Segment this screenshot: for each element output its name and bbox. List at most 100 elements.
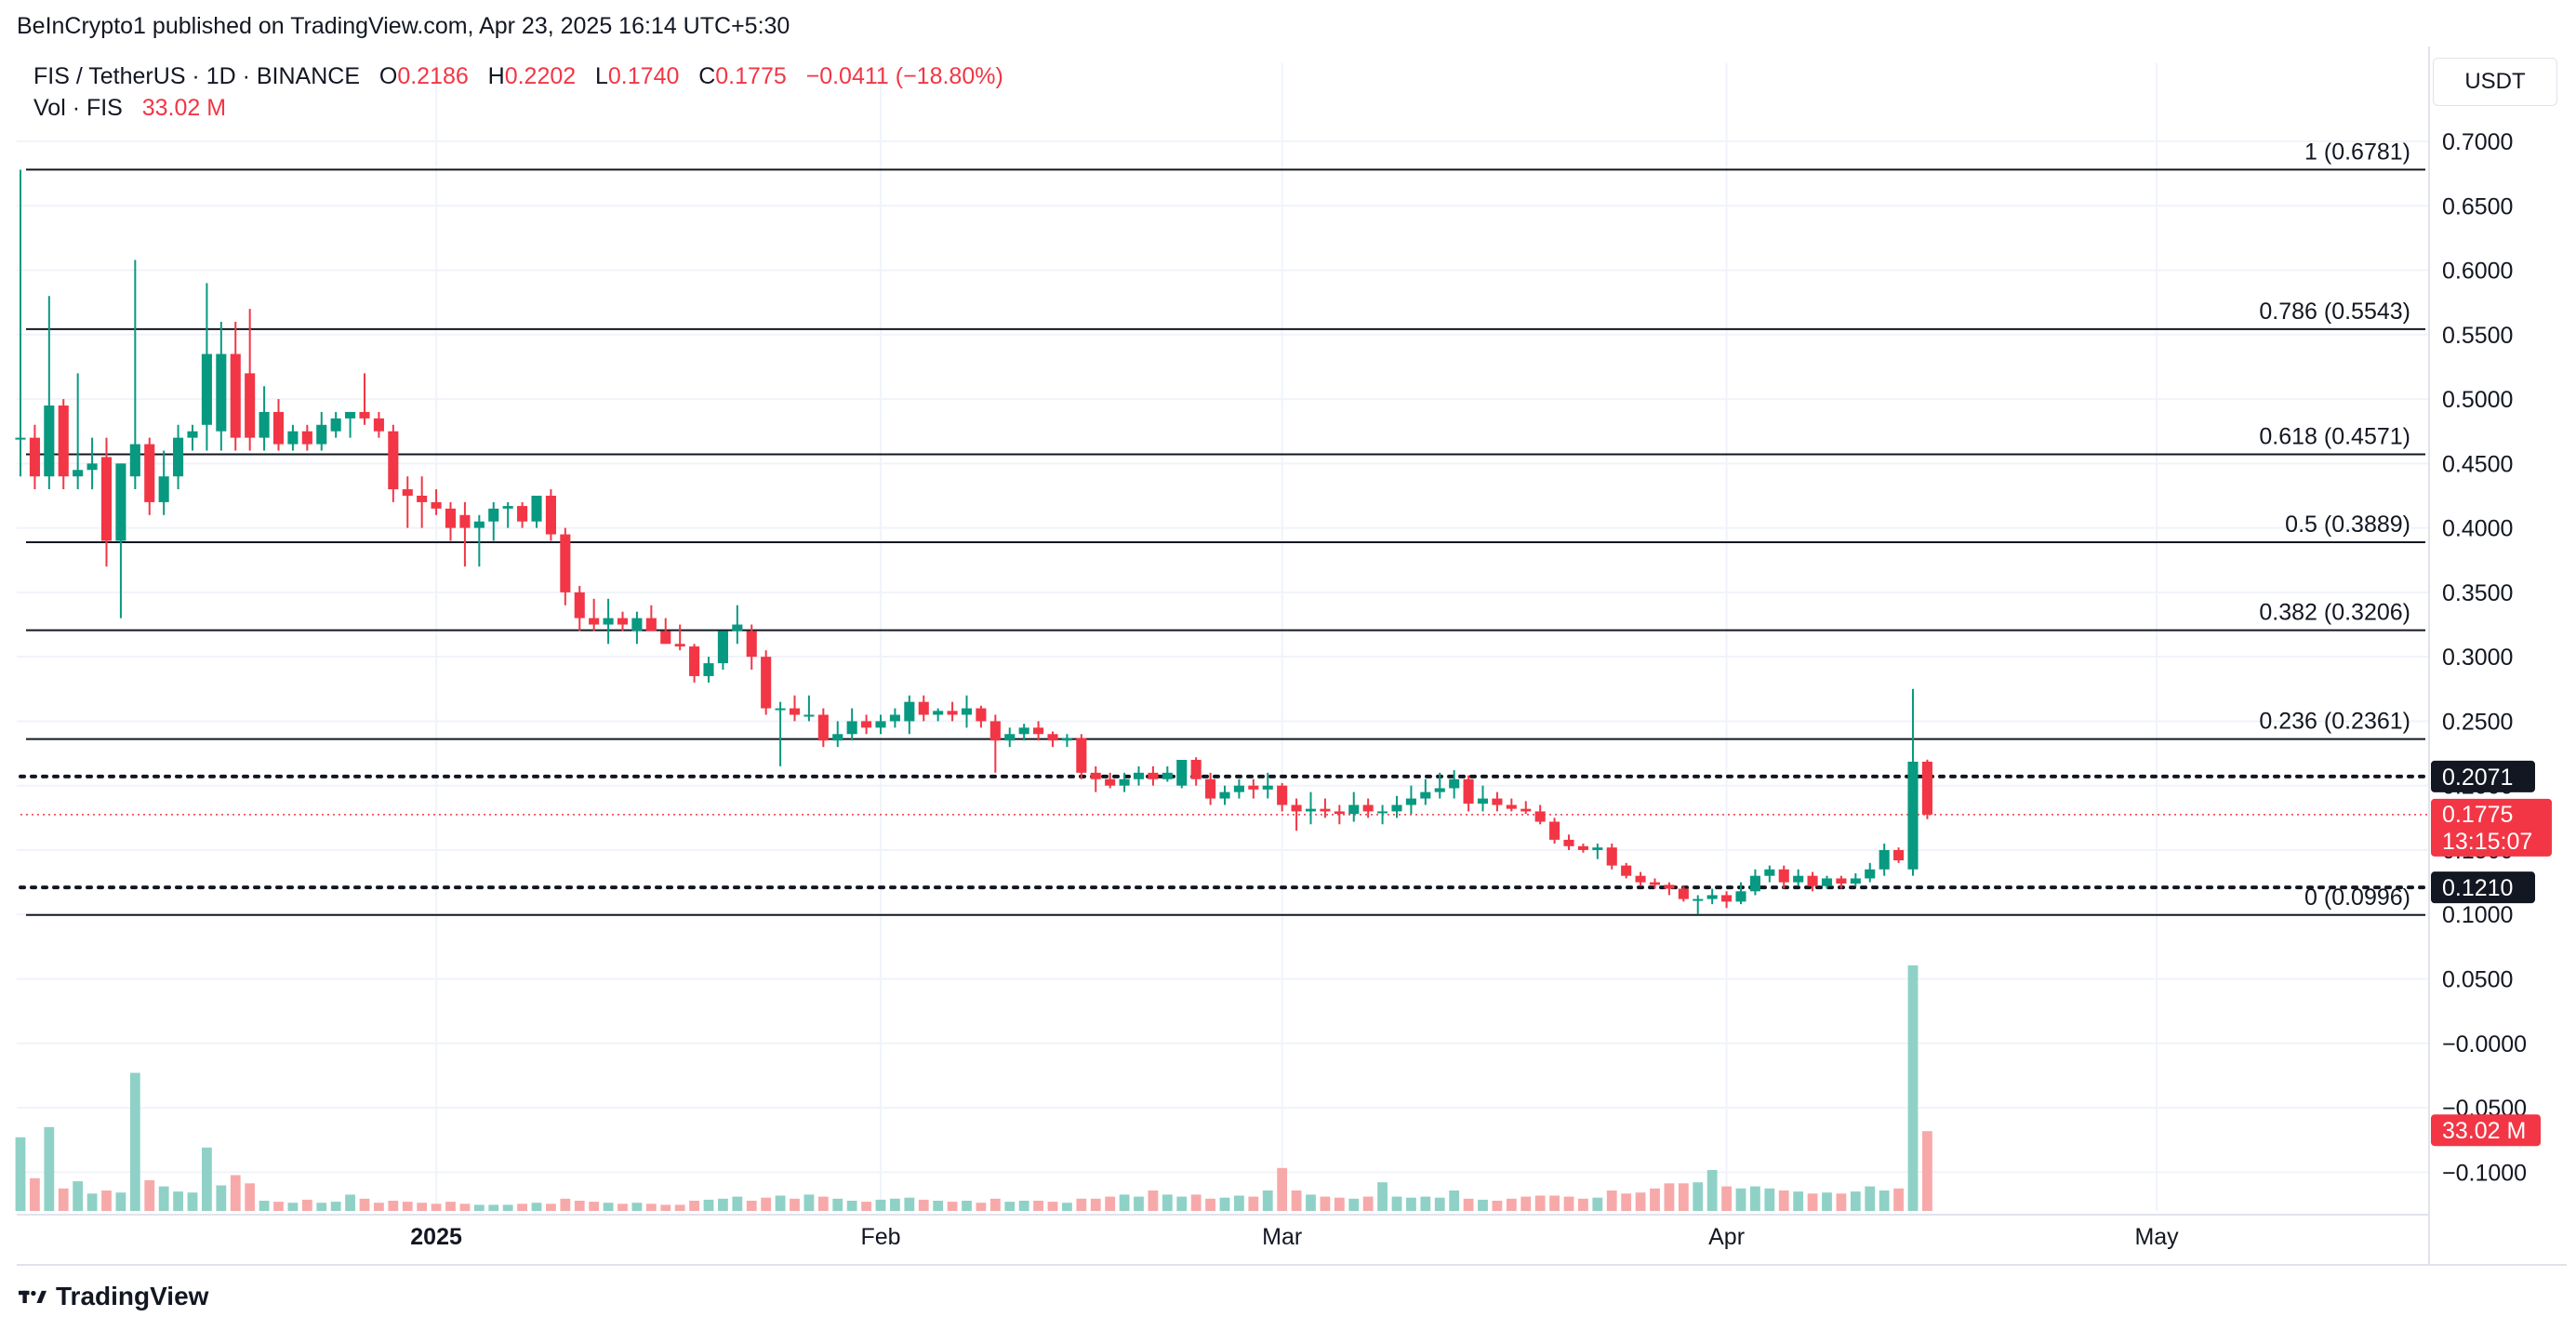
candle-down [1721,895,1733,902]
candle-down [272,411,285,445]
candle-up [1119,778,1130,786]
volume-bar [345,1194,355,1211]
volume-tag-label: 33.02 M [2442,1118,2526,1144]
volume-bar [1865,1186,1876,1211]
candle-up [904,701,915,722]
volume-bar [1377,1182,1388,1211]
volume-bar [1190,1194,1202,1211]
volume-bar [1162,1194,1173,1211]
candle-down [560,534,571,592]
volume-bar [817,1196,829,1211]
candle-down [1577,845,1588,850]
volume-bar [976,1203,987,1211]
volume-bar [1506,1198,1517,1211]
candle-up [115,463,126,541]
volume-bar [890,1198,900,1211]
candle-down [947,711,958,715]
candle-up [1348,805,1360,815]
price-tick-label: 0.6500 [2442,193,2513,219]
candle-down [746,631,757,658]
volume-bar [1391,1196,1402,1211]
volume-bar [560,1198,571,1211]
candle-up [732,624,743,632]
candle-up [1133,772,1145,779]
volume-bar [101,1190,112,1211]
candle-down [58,406,69,477]
volume-bar [1134,1196,1144,1211]
volume-bar [1362,1196,1374,1211]
volume-bar [15,1137,26,1211]
tradingview-logo[interactable]: TradingView [19,1282,208,1311]
candle-down [1678,888,1689,899]
candle-down [1362,805,1374,812]
current-price-tag [2431,798,2552,857]
volume-bar [846,1201,857,1211]
candle-up [1749,875,1760,892]
volume-value: 33.02 M [141,95,227,121]
volume-bar [1879,1190,1890,1211]
candle-up [473,521,485,528]
volume-bar [402,1202,413,1211]
volume-bar [531,1203,542,1211]
candle-down [1893,849,1905,861]
candle-down [645,618,657,632]
price-tick-label: 0.3000 [2442,645,2513,671]
volume-bar [1850,1191,1861,1211]
candle-down [517,506,528,522]
candle-down [1534,811,1546,822]
volume-bar [1563,1196,1574,1211]
open-value: 0.2186 [397,63,469,89]
candle-up [187,431,198,438]
candle-up [1061,738,1072,741]
volume-bar [775,1195,786,1211]
candle-down [1320,808,1331,812]
candle-down [1492,798,1503,805]
candle-down [761,657,772,709]
tradingview-brand: TradingView [56,1282,209,1310]
volume-bar [1176,1196,1188,1211]
level-price-tag [2431,760,2535,792]
fib-level-label: 0.236 (0.2361) [2259,709,2410,735]
candle-down [245,373,256,438]
candle-down [1148,772,1159,779]
candle-up [1018,727,1029,735]
volume-bar [1520,1196,1532,1211]
candle-down [976,708,987,722]
candle-up [846,721,857,735]
volume-bar [761,1197,772,1211]
volume-bar [44,1126,55,1211]
volume-bar [1635,1192,1646,1211]
candle-down [817,714,829,741]
volume-bar [158,1186,169,1211]
volume-bar [388,1201,399,1211]
candle-up [1434,788,1445,792]
volume-bar [1234,1195,1244,1211]
candle-up [1391,805,1402,812]
candle-down [431,501,442,509]
candle-down [1520,808,1532,812]
volume-bar [1907,965,1919,1211]
volume-bar [589,1202,600,1211]
price-tick-label: 0.1000 [2442,902,2513,928]
price-tick-label: 0.5000 [2442,387,2513,413]
candle-up [173,437,184,477]
candle-up [216,353,227,432]
volume-bar [603,1203,614,1211]
candle-up [73,470,84,477]
volume-bar [216,1185,227,1211]
volume-bar [144,1180,155,1211]
fib-level-label: 0.786 (0.5543) [2259,299,2410,325]
candle-up [86,463,98,471]
volume-bar [287,1203,299,1211]
ohlc-legend: FIS / TetherUS · 1D · BINANCE O0.2186 H0… [33,63,1003,90]
candle-up [1262,785,1273,790]
currency-unit-button[interactable]: USDT [2433,58,2557,106]
volume-bar [1148,1190,1159,1211]
candle-up [1233,785,1244,792]
volume-bar [1836,1193,1847,1211]
candle-down [545,495,556,535]
volume-bar [1793,1191,1804,1211]
candle-down [1664,884,1675,889]
candle-down [1105,778,1116,786]
